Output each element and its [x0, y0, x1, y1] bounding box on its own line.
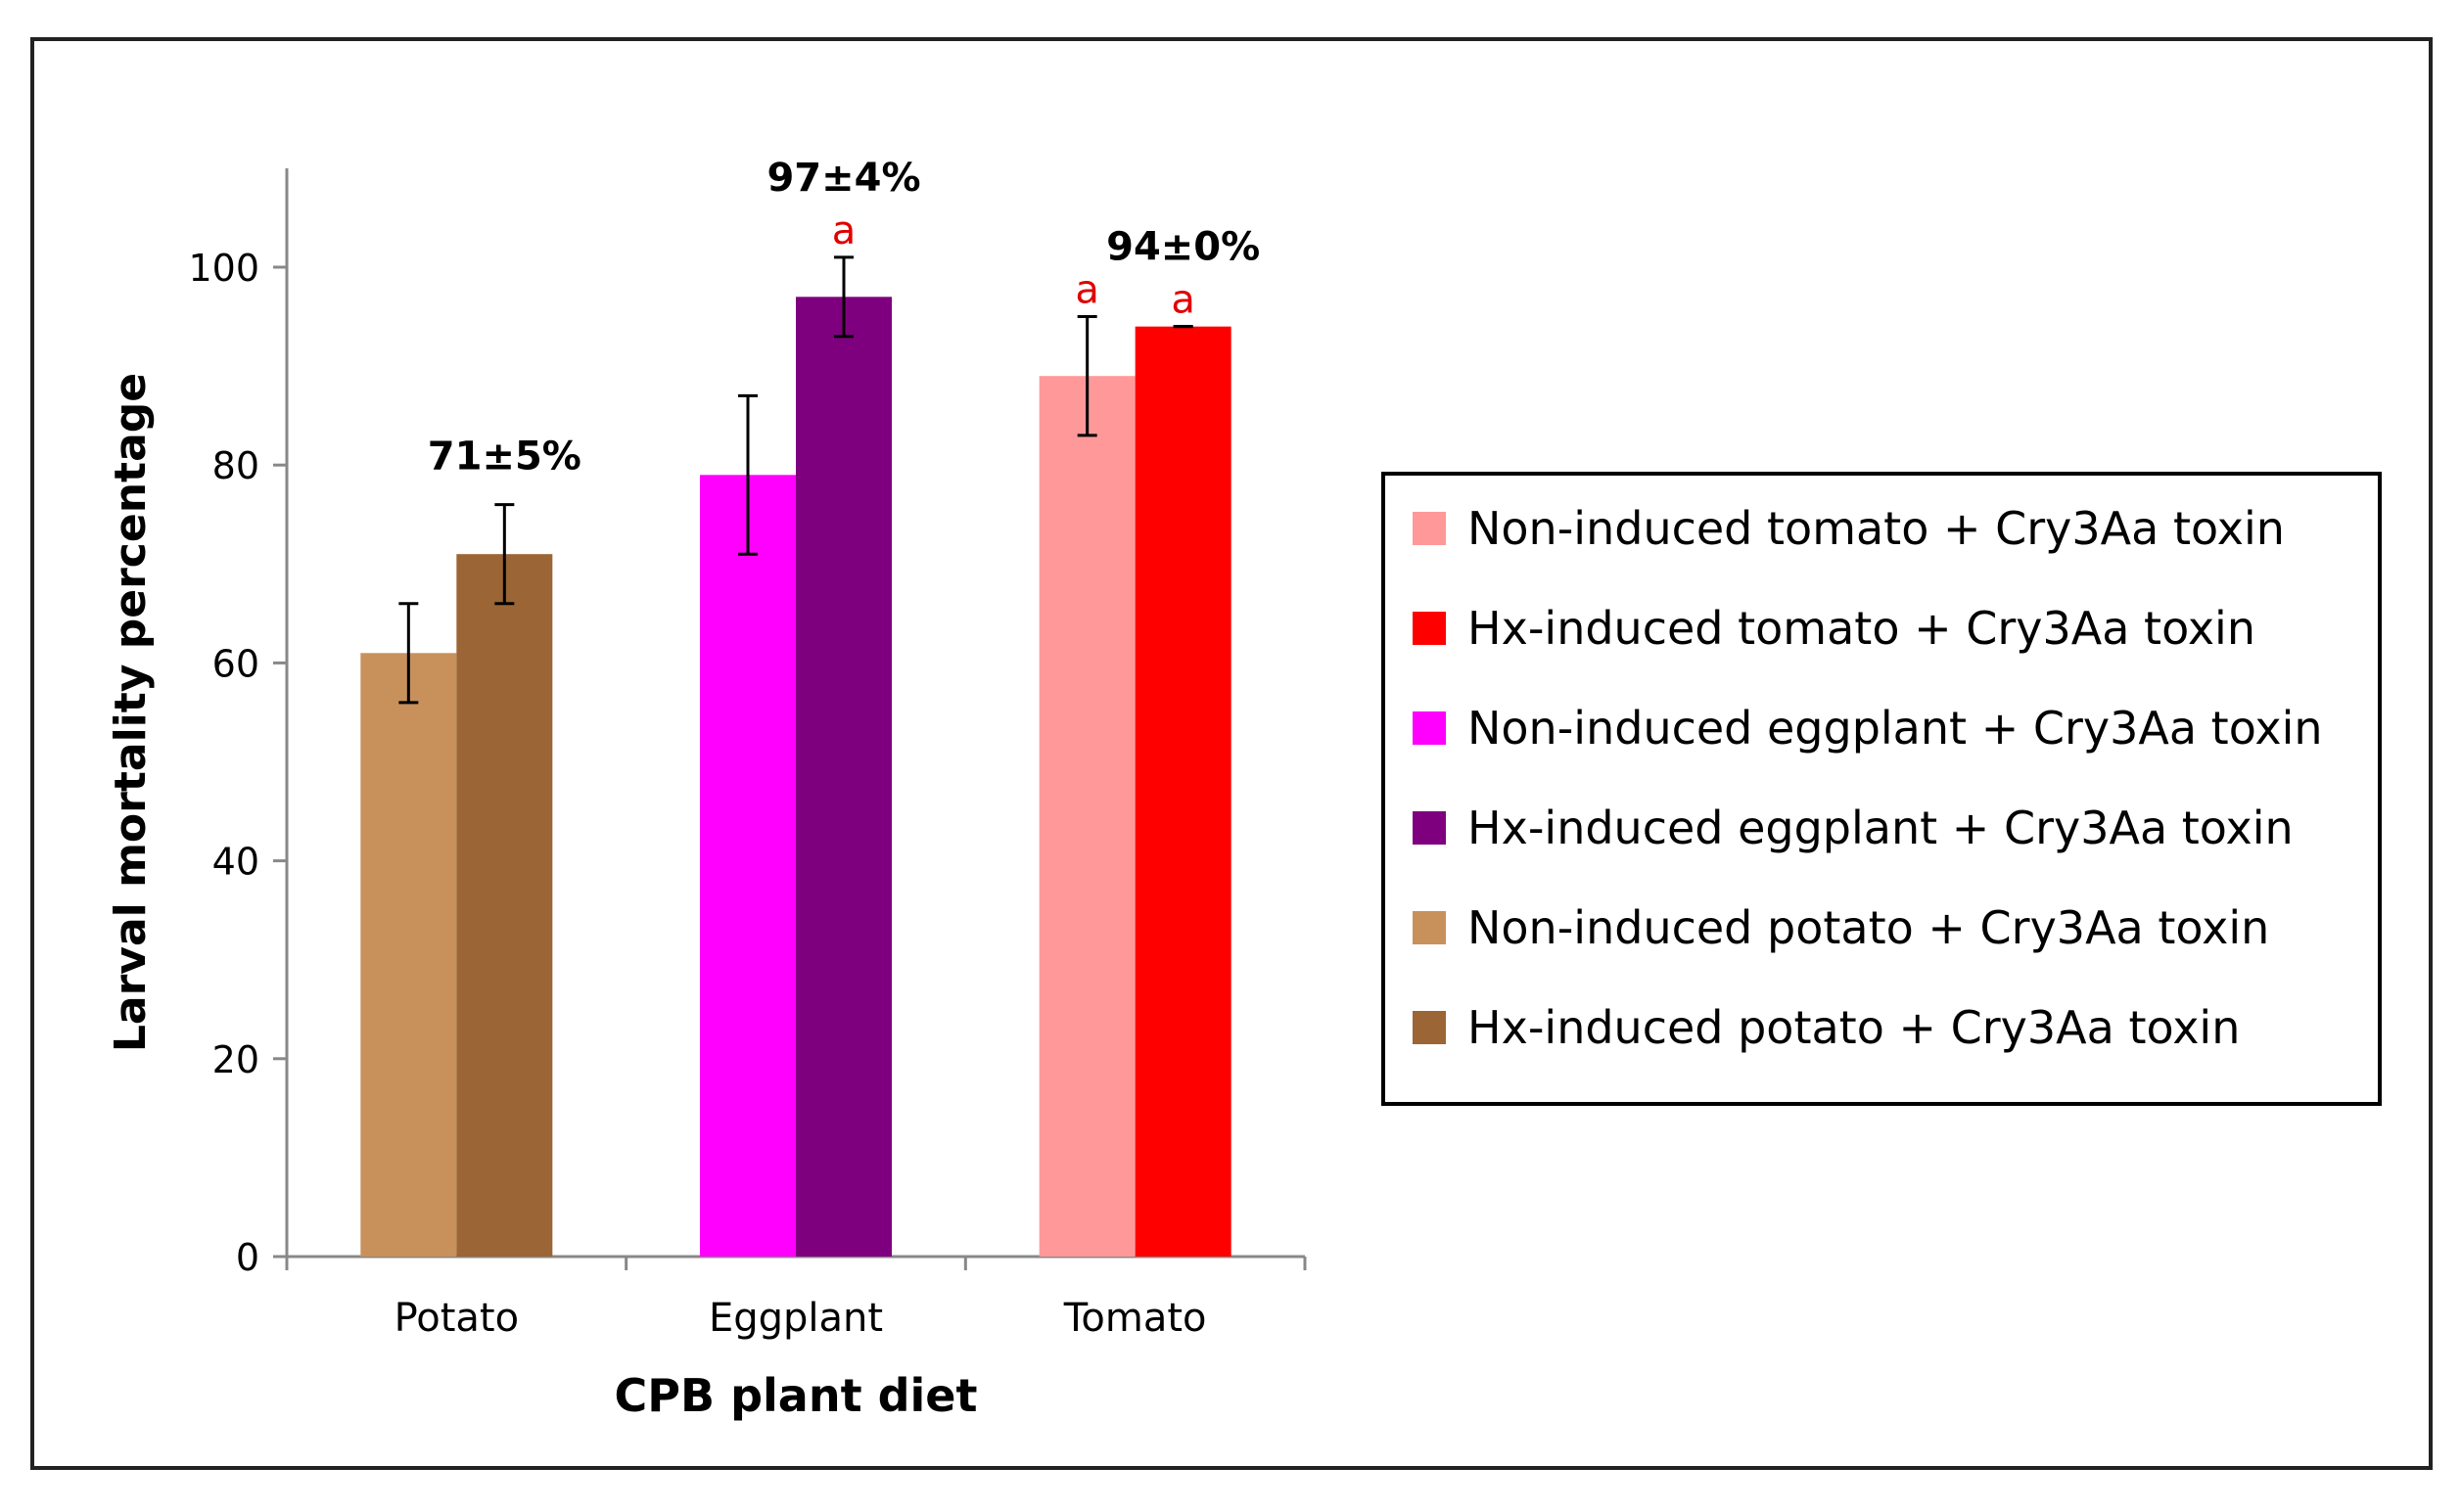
legend-item: Non-induced eggplant + Cry3Aa toxin [1413, 702, 2323, 755]
bar-tomato-non-induced [1039, 376, 1136, 1258]
bar-eggplant-hx-induced [796, 297, 892, 1258]
error-bar [738, 393, 758, 556]
y-tick-label: 60 [212, 642, 259, 685]
legend-swatch [1413, 911, 1446, 944]
legend-item: Hx-induced eggplant + Cry3Aa toxin [1413, 802, 2294, 854]
bar-tomato-hx-induced [1135, 326, 1231, 1257]
ticks: 0 20 40 60 80 100 Potato Eggplant Tomato [188, 247, 1307, 1341]
significance-letter: a [1075, 268, 1099, 313]
error-bar [398, 602, 419, 705]
data-label: 94±0% [1106, 225, 1260, 270]
y-tick-label: 80 [212, 444, 259, 487]
legend-box [1381, 472, 2382, 1106]
bar-potato-hx-induced [456, 554, 553, 1257]
y-tick-label: 0 [236, 1236, 259, 1279]
y-axis-title: Larval mortality percentage [106, 373, 156, 1052]
legend-label: Hx-induced tomato + Cry3Aa toxin [1467, 602, 2255, 655]
significance-letter: a [1171, 278, 1195, 323]
y-tick-label: 40 [212, 841, 259, 884]
legend-label: Non-induced eggplant + Cry3Aa toxin [1467, 702, 2323, 755]
legend: Non-induced tomato + Cry3Aa toxin Hx-indu… [1381, 472, 2382, 1106]
x-tick-label: Potato [395, 1296, 520, 1341]
x-tick-label: Eggplant [709, 1296, 883, 1341]
x-axis-title: CPB plant diet [615, 1369, 978, 1422]
legend-swatch [1413, 1011, 1446, 1044]
legend-swatch [1413, 811, 1446, 845]
legend-item: Non-induced tomato + Cry3Aa toxin [1413, 502, 2285, 555]
bar-eggplant-non-induced [700, 475, 796, 1257]
legend-item: Hx-induced tomato + Cry3Aa toxin [1413, 602, 2255, 655]
data-labels: 71±5%a97±4%a a94±0% [428, 156, 1260, 480]
error-bar [494, 503, 515, 606]
legend-swatch [1413, 711, 1446, 745]
error-bar [834, 255, 854, 339]
x-tick-label: Tomato [1063, 1296, 1207, 1341]
y-tick-label: 20 [212, 1038, 259, 1081]
significance-letter: a [832, 208, 857, 253]
data-label: 71±5% [428, 435, 581, 480]
data-label: 97±4% [766, 156, 920, 201]
legend-item: Non-induced potato + Cry3Aa toxin [1413, 901, 2269, 954]
error-bar [1077, 315, 1097, 437]
bar-potato-non-induced [360, 653, 457, 1257]
bars [360, 255, 1231, 1258]
y-tick-label: 100 [188, 247, 259, 290]
legend-label: Hx-induced eggplant + Cry3Aa toxin [1467, 802, 2294, 854]
legend-label: Non-induced potato + Cry3Aa toxin [1467, 901, 2269, 954]
legend-label: Hx-induced potato + Cry3Aa toxin [1467, 1001, 2240, 1054]
legend-swatch [1413, 512, 1446, 545]
legend-label: Non-induced tomato + Cry3Aa toxin [1467, 502, 2285, 555]
legend-item: Hx-induced potato + Cry3Aa toxin [1413, 1001, 2240, 1054]
legend-swatch [1413, 612, 1446, 645]
